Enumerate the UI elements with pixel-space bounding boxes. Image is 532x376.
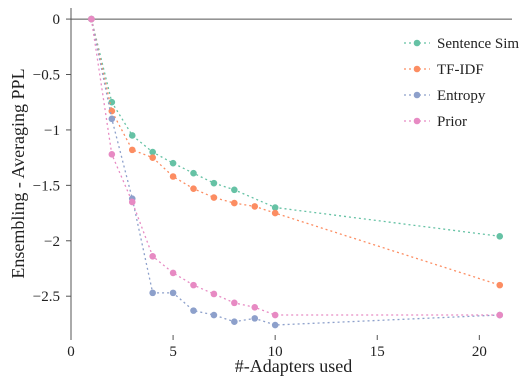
data-point-tf-idf bbox=[169, 173, 177, 180]
legend-swatch-marker bbox=[413, 91, 421, 99]
legend-label: TF-IDF bbox=[437, 62, 484, 78]
x-tick-label: 5 bbox=[169, 344, 177, 360]
data-point-sentence-sim bbox=[496, 233, 504, 240]
data-point-sentence-sim bbox=[190, 169, 197, 177]
data-point-sentence-sim bbox=[149, 148, 156, 156]
series-group bbox=[88, 15, 504, 329]
y-tick-label: 0 bbox=[53, 12, 61, 28]
y-tick-label: −1.5 bbox=[33, 178, 60, 194]
data-point-sentence-sim bbox=[169, 159, 177, 167]
data-point-prior bbox=[251, 303, 259, 311]
legend-swatch-marker bbox=[413, 65, 421, 73]
data-point-tf-idf bbox=[190, 185, 197, 192]
data-point-entropy bbox=[251, 315, 259, 322]
data-point-tf-idf bbox=[231, 199, 238, 207]
data-point-entropy bbox=[169, 289, 177, 297]
legend-label: Prior bbox=[437, 114, 467, 130]
data-point-entropy bbox=[271, 321, 279, 329]
legend-label: Sentence Sim bbox=[437, 36, 519, 52]
data-point-sentence-sim bbox=[271, 204, 279, 211]
data-point-entropy bbox=[149, 289, 156, 297]
y-tick-label: −2 bbox=[44, 234, 60, 250]
data-point-entropy bbox=[231, 318, 238, 325]
legend-item-prior: Prior bbox=[404, 114, 467, 130]
series-sentence-sim bbox=[88, 15, 504, 240]
data-point-prior bbox=[210, 290, 218, 298]
data-point-prior bbox=[231, 299, 238, 307]
legend-swatch-marker bbox=[413, 39, 421, 47]
series-prior bbox=[88, 15, 504, 319]
data-point-tf-idf bbox=[251, 203, 259, 210]
data-point-tf-idf bbox=[210, 194, 218, 201]
data-point-entropy bbox=[210, 311, 218, 319]
axes: 0 −0.5 −1 −1.5 −2 −2.5 0 5 10 15 20 bbox=[33, 8, 512, 360]
x-tick-label: 10 bbox=[268, 344, 283, 360]
data-point-prior bbox=[88, 15, 95, 23]
legend-item-tf-idf: TF-IDF bbox=[404, 62, 484, 78]
data-point-prior bbox=[271, 311, 279, 319]
legend-label: Entropy bbox=[437, 88, 486, 104]
x-axis-title: #-Adapters used bbox=[235, 356, 352, 376]
data-point-prior bbox=[108, 151, 116, 158]
y-tick-label: −0.5 bbox=[33, 68, 60, 84]
data-point-sentence-sim bbox=[231, 186, 238, 194]
data-point-prior bbox=[149, 252, 156, 260]
x-tick-label: 0 bbox=[67, 344, 75, 360]
data-point-tf-idf bbox=[496, 281, 504, 289]
y-tick-label: −2.5 bbox=[33, 289, 60, 305]
data-point-entropy bbox=[108, 115, 116, 123]
data-point-sentence-sim bbox=[210, 179, 218, 187]
data-point-tf-idf bbox=[149, 154, 156, 161]
data-point-sentence-sim bbox=[128, 132, 136, 139]
data-point-entropy bbox=[190, 307, 197, 314]
series-line-entropy bbox=[90, 18, 500, 326]
data-point-prior bbox=[128, 198, 136, 206]
data-point-tf-idf bbox=[271, 209, 279, 217]
data-point-prior bbox=[190, 281, 197, 289]
y-axis-title: Ensembling - Averaging PPL bbox=[8, 68, 28, 278]
data-point-prior bbox=[496, 311, 504, 319]
data-point-prior bbox=[169, 269, 177, 277]
legend-swatch-marker bbox=[413, 117, 421, 125]
y-tick-label: −1 bbox=[44, 123, 60, 139]
series-line-sentence-sim bbox=[90, 18, 500, 237]
data-point-tf-idf bbox=[128, 146, 136, 154]
legend-item-sentence-sim: Sentence Sim bbox=[404, 36, 519, 52]
x-tick-label: 15 bbox=[370, 344, 385, 360]
x-tick-label: 20 bbox=[472, 344, 487, 360]
legend-item-entropy: Entropy bbox=[404, 88, 486, 104]
legend: Sentence Sim TF-IDF Entropy Prior bbox=[404, 36, 519, 130]
